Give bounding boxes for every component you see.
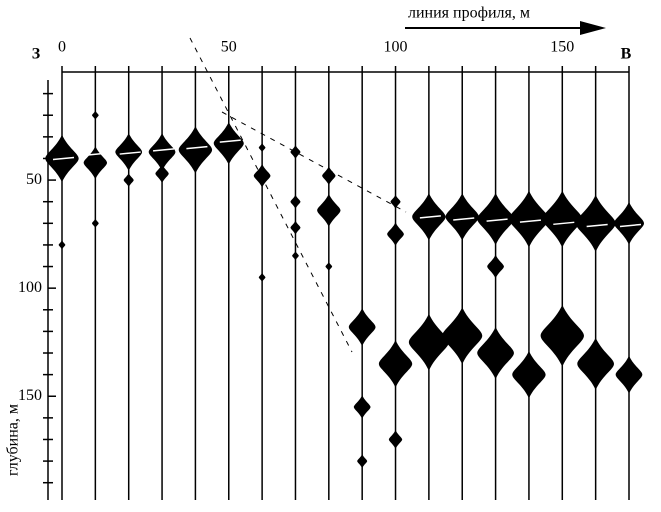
- anomaly: [442, 307, 483, 365]
- anomaly: [387, 222, 404, 247]
- horizon-pick: [419, 215, 441, 219]
- anomaly: [317, 193, 341, 227]
- x-tick-label: 50: [221, 39, 237, 56]
- anomaly: [258, 142, 266, 153]
- y-axis-label: глубина, м: [5, 404, 22, 476]
- arrow-head: [580, 21, 606, 35]
- anomaly: [92, 110, 99, 120]
- anomaly: [542, 190, 583, 248]
- anomaly: [92, 218, 99, 229]
- horizon-pick: [119, 151, 141, 155]
- anomaly: [613, 201, 645, 245]
- anomaly: [575, 194, 616, 252]
- x-tick-label: 0: [58, 39, 66, 56]
- west-label: З: [32, 46, 41, 63]
- anomaly: [258, 272, 266, 283]
- dashed-guide: [189, 37, 353, 353]
- anomaly: [178, 126, 213, 174]
- anomaly: [408, 313, 449, 371]
- horizon-pick: [553, 221, 575, 226]
- x-axis-label: линия профиля, м: [408, 5, 530, 22]
- anomaly: [390, 194, 401, 209]
- horizon-pick: [52, 156, 75, 161]
- y-tick-label: 150: [18, 387, 42, 404]
- horizon-pick: [519, 219, 542, 223]
- anomaly: [253, 163, 271, 188]
- y-tick-label: 100: [18, 279, 42, 296]
- anomaly: [512, 350, 546, 399]
- anomaly: [477, 192, 514, 246]
- anomaly: [292, 250, 299, 261]
- anomaly: [353, 395, 371, 419]
- anomaly: [83, 146, 108, 180]
- horizon-pick: [219, 139, 241, 143]
- east-label: В: [621, 46, 632, 63]
- anomaly: [477, 326, 514, 380]
- anomaly: [322, 166, 336, 186]
- anomaly: [290, 144, 301, 160]
- x-tick-label: 100: [384, 39, 408, 56]
- y-tick-label: 50: [26, 171, 42, 188]
- anomaly: [58, 240, 66, 250]
- anomaly: [155, 164, 169, 184]
- anomaly: [615, 355, 643, 394]
- anomaly: [487, 254, 504, 279]
- anomaly: [325, 261, 333, 272]
- anomaly: [213, 121, 244, 165]
- anomaly: [540, 304, 584, 367]
- anomaly: [388, 429, 403, 449]
- anomaly: [290, 220, 301, 235]
- horizon-pick: [486, 218, 508, 222]
- horizon-pick: [152, 148, 175, 152]
- horizon-pick: [86, 152, 108, 156]
- horizon-pick: [186, 145, 208, 150]
- x-tick-label: 150: [550, 39, 574, 56]
- anomaly: [508, 190, 549, 248]
- anomaly: [357, 453, 368, 469]
- horizon-pick: [619, 223, 642, 228]
- dashed-guide: [221, 111, 407, 213]
- anomaly: [148, 132, 176, 172]
- anomaly: [577, 337, 614, 390]
- anomaly: [290, 194, 301, 209]
- anomaly: [348, 308, 376, 347]
- anomaly: [123, 172, 134, 188]
- anomaly: [378, 340, 413, 388]
- horizon-pick: [453, 217, 475, 221]
- anomaly: [445, 193, 479, 241]
- horizon-pick: [586, 223, 608, 228]
- anomaly: [115, 132, 143, 172]
